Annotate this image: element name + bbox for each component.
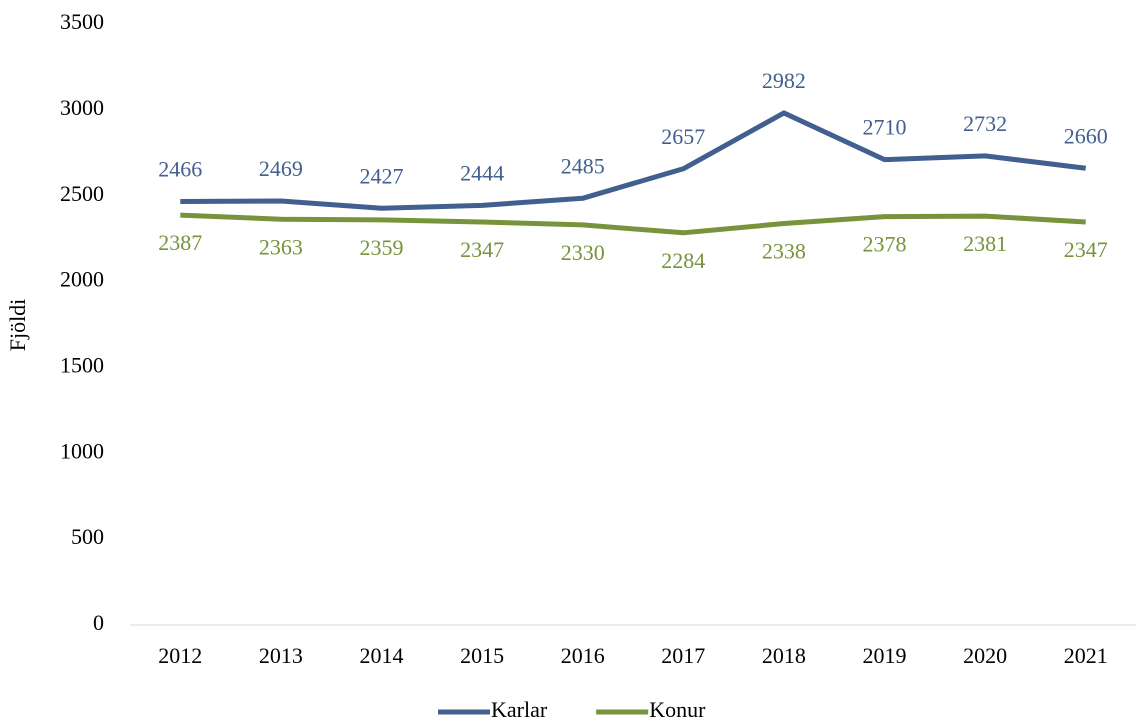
data-label: 2732 (963, 111, 1007, 136)
x-tick-label: 2013 (259, 643, 303, 668)
data-label: 2427 (360, 163, 404, 188)
y-axis-label: Fjöldi (5, 299, 30, 352)
y-tick-label: 1000 (60, 438, 104, 463)
data-label: 2347 (460, 237, 504, 262)
data-label: 2660 (1064, 123, 1108, 148)
x-tick-label: 2020 (963, 643, 1007, 668)
data-label: 2284 (661, 248, 705, 273)
y-tick-label: 500 (71, 524, 104, 549)
x-tick-label: 2017 (661, 643, 705, 668)
legend-label: Karlar (491, 697, 548, 722)
x-tick-label: 2019 (863, 643, 907, 668)
line-series (180, 110, 1087, 211)
x-tick-label: 2016 (561, 643, 605, 668)
y-tick-label: 3500 (60, 9, 104, 34)
data-label: 2381 (963, 231, 1007, 256)
x-tick-label: 2018 (762, 643, 806, 668)
legend-label: Konur (649, 697, 706, 722)
data-label: 2469 (259, 156, 303, 181)
data-label: 2485 (561, 153, 605, 178)
x-tick-label: 2015 (460, 643, 504, 668)
y-tick-label: 0 (93, 610, 104, 635)
data-label: 2338 (762, 239, 806, 264)
data-label: 2657 (661, 124, 705, 149)
x-tick-label: 2021 (1064, 643, 1108, 668)
data-label: 2387 (158, 230, 202, 255)
data-label: 2466 (158, 157, 202, 182)
y-tick-label: 2500 (60, 181, 104, 206)
data-label: 2378 (863, 232, 907, 257)
data-label: 2330 (561, 240, 605, 265)
x-tick-label: 2014 (360, 643, 404, 668)
data-label: 2444 (460, 160, 504, 185)
data-label: 2359 (360, 235, 404, 260)
y-tick-label: 1500 (60, 352, 104, 377)
y-tick-label: 3000 (60, 95, 104, 120)
data-label: 2710 (863, 115, 907, 140)
y-tick-label: 2000 (60, 267, 104, 292)
data-label: 2347 (1064, 237, 1108, 262)
line-series (180, 212, 1086, 236)
data-label: 2363 (259, 234, 303, 259)
x-tick-label: 2012 (158, 643, 202, 668)
data-label: 2982 (762, 68, 806, 93)
